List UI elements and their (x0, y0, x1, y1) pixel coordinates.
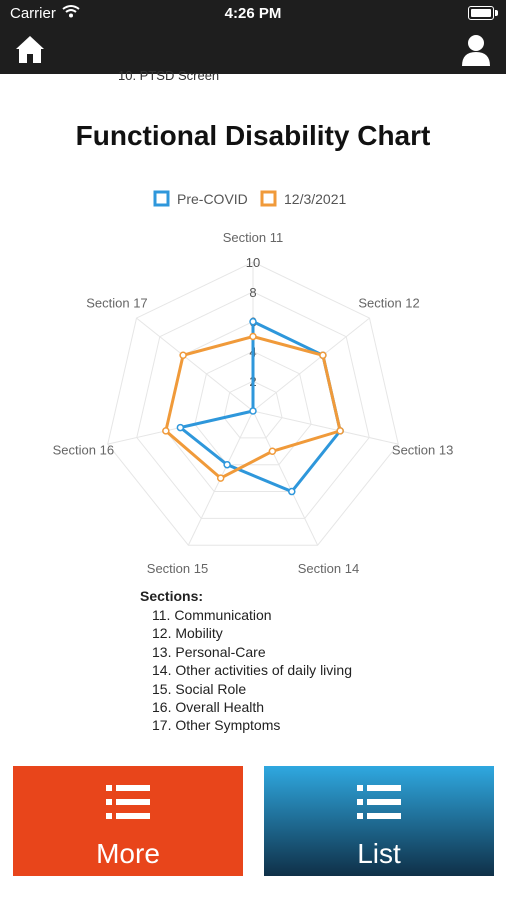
grid-ring (136, 291, 370, 519)
home-icon (16, 36, 44, 63)
axis-label: Section 16 (53, 443, 114, 458)
data-point (162, 427, 170, 435)
legend-swatch (260, 190, 277, 207)
axis-label: Section 12 (358, 296, 419, 311)
grid-ring (107, 261, 399, 546)
grid-ring (223, 380, 283, 439)
data-point (249, 317, 257, 326)
data-point (223, 460, 231, 469)
status-bar: Carrier 4:26 PM (0, 0, 506, 26)
section-item: 13. Personal-Care (152, 643, 266, 660)
profile-button[interactable] (458, 32, 494, 68)
more-button-label: More (96, 838, 160, 869)
grid-ring (194, 350, 312, 466)
list-button[interactable]: List (264, 766, 494, 876)
section-item: 14. Other activities of daily living (152, 662, 352, 679)
data-point (179, 351, 187, 360)
wifi-icon (62, 4, 80, 22)
section-item: 16. Overall Health (152, 699, 265, 716)
section-item: 17. Other Symptoms (152, 717, 281, 734)
axis-label: Section 15 (147, 561, 208, 576)
data-point (216, 474, 225, 482)
sections-header: Sections: (140, 588, 204, 604)
home-button[interactable] (12, 32, 48, 68)
user-icon (462, 35, 490, 66)
list-button-label: List (357, 838, 401, 869)
grid-spoke (252, 317, 370, 412)
section-item: 11. Communication (152, 607, 272, 623)
legend-label: Pre-COVID (177, 191, 248, 207)
list-icon (357, 785, 401, 819)
sections-legend: Sections: 11. Communication 12. Mobility… (140, 588, 352, 735)
legend-label: 12/3/2021 (284, 191, 346, 207)
tick-label: 10 (246, 255, 260, 270)
list-icon (106, 785, 150, 819)
axis-label: Section 13 (392, 443, 453, 458)
battery-icon (468, 6, 498, 20)
section-item: 12. Mobility (152, 625, 223, 642)
data-point (336, 427, 344, 435)
axis-label: Section 11 (223, 230, 283, 245)
previous-item-label: 10. PTSD Screen (118, 68, 220, 83)
grid-spoke (252, 410, 319, 546)
clock: 4:26 PM (224, 5, 282, 22)
data-point (249, 407, 257, 415)
series-line (176, 319, 342, 494)
data-point (268, 447, 277, 456)
carrier-label: Carrier (10, 5, 56, 22)
grid-spoke (136, 317, 254, 412)
page-title: Functional Disability Chart (75, 120, 431, 151)
data-point (319, 351, 327, 360)
more-button[interactable]: More (13, 766, 243, 876)
section-item: 15. Social Role (152, 680, 247, 697)
data-point (288, 487, 296, 496)
axis-label: Section 14 (298, 561, 359, 576)
tick-label: 8 (249, 285, 256, 300)
data-point (176, 423, 185, 432)
navigation-bar (0, 26, 506, 74)
data-point (249, 332, 257, 341)
grid-spoke (252, 410, 399, 445)
series-line (164, 334, 342, 480)
legend-swatch (153, 190, 170, 207)
axis-label: Section 17 (86, 296, 147, 311)
